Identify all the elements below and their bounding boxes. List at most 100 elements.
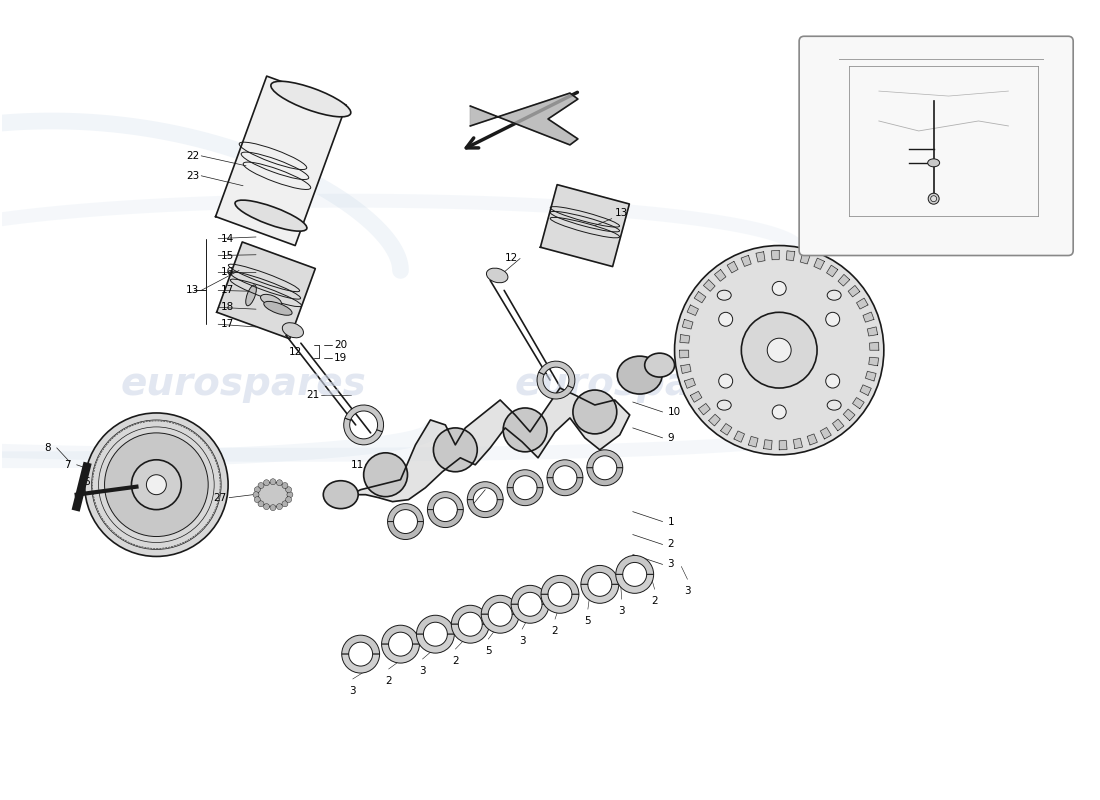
Polygon shape [216, 76, 346, 246]
Circle shape [254, 486, 261, 493]
Circle shape [503, 408, 547, 452]
Wedge shape [616, 574, 653, 594]
Text: 5: 5 [584, 616, 591, 626]
Wedge shape [587, 450, 623, 468]
Wedge shape [541, 575, 579, 594]
Text: 24: 24 [871, 124, 884, 134]
Text: 11: 11 [351, 460, 364, 470]
Text: 25: 25 [871, 154, 884, 164]
Wedge shape [468, 482, 503, 500]
Polygon shape [680, 334, 690, 343]
Wedge shape [539, 361, 575, 388]
Ellipse shape [827, 400, 842, 410]
Polygon shape [734, 431, 745, 442]
Wedge shape [382, 626, 419, 644]
Circle shape [282, 501, 288, 507]
Text: 16: 16 [221, 267, 234, 278]
Ellipse shape [323, 481, 359, 509]
Text: 2: 2 [668, 539, 674, 550]
FancyBboxPatch shape [799, 36, 1074, 255]
Wedge shape [417, 615, 454, 634]
Wedge shape [512, 586, 549, 604]
Wedge shape [541, 594, 579, 614]
Ellipse shape [261, 294, 282, 306]
Ellipse shape [927, 159, 939, 167]
Circle shape [364, 453, 407, 497]
Polygon shape [869, 358, 879, 366]
Text: 3: 3 [618, 606, 625, 616]
Circle shape [276, 504, 283, 510]
Polygon shape [763, 440, 772, 450]
Circle shape [286, 486, 292, 493]
Wedge shape [547, 478, 583, 496]
Text: 3: 3 [350, 686, 356, 696]
Wedge shape [468, 500, 503, 518]
Polygon shape [680, 350, 689, 358]
Wedge shape [345, 405, 384, 432]
Text: 15: 15 [221, 250, 234, 261]
Polygon shape [748, 437, 758, 447]
Wedge shape [547, 460, 583, 478]
Text: 13: 13 [615, 208, 628, 218]
Text: 23: 23 [186, 170, 199, 181]
Polygon shape [860, 385, 871, 395]
Wedge shape [581, 566, 619, 584]
Ellipse shape [717, 400, 732, 410]
Circle shape [767, 338, 791, 362]
Polygon shape [870, 342, 879, 350]
Polygon shape [708, 414, 720, 426]
Polygon shape [540, 185, 629, 266]
Circle shape [282, 482, 288, 489]
Polygon shape [852, 398, 865, 409]
Ellipse shape [235, 200, 307, 231]
Text: 7: 7 [64, 460, 70, 470]
Circle shape [258, 501, 264, 507]
Polygon shape [833, 419, 844, 430]
Circle shape [826, 374, 839, 388]
Text: 13: 13 [186, 286, 199, 295]
Ellipse shape [645, 353, 674, 377]
Text: 27: 27 [213, 493, 227, 502]
Ellipse shape [283, 322, 304, 338]
Circle shape [287, 492, 293, 498]
Polygon shape [682, 319, 693, 329]
Circle shape [772, 282, 786, 295]
Wedge shape [343, 418, 383, 445]
Circle shape [826, 312, 839, 326]
Circle shape [741, 312, 817, 388]
Circle shape [286, 497, 292, 502]
Circle shape [258, 482, 264, 489]
Wedge shape [342, 635, 380, 654]
Text: 20: 20 [333, 340, 346, 350]
Polygon shape [866, 371, 876, 381]
Wedge shape [512, 604, 549, 623]
Polygon shape [814, 258, 824, 270]
Polygon shape [681, 364, 691, 374]
Circle shape [253, 492, 258, 498]
Text: 9: 9 [668, 433, 674, 443]
Circle shape [674, 246, 883, 455]
Wedge shape [451, 606, 490, 624]
Text: 2: 2 [385, 676, 392, 686]
Polygon shape [720, 423, 732, 435]
Polygon shape [684, 378, 695, 388]
Ellipse shape [245, 285, 256, 306]
Wedge shape [507, 470, 543, 488]
Polygon shape [688, 305, 698, 315]
Circle shape [254, 497, 261, 502]
Text: 10: 10 [668, 407, 681, 417]
Circle shape [85, 413, 228, 557]
Polygon shape [741, 255, 751, 266]
Polygon shape [771, 250, 779, 260]
Text: 3: 3 [668, 559, 674, 570]
Text: 8: 8 [44, 443, 51, 453]
Wedge shape [382, 644, 419, 663]
Text: 19: 19 [333, 353, 346, 363]
Polygon shape [844, 409, 855, 421]
Ellipse shape [617, 356, 662, 394]
Wedge shape [616, 555, 653, 574]
Text: 18: 18 [221, 302, 234, 312]
Ellipse shape [486, 268, 508, 282]
Text: 4: 4 [455, 506, 462, 517]
Polygon shape [868, 327, 878, 336]
